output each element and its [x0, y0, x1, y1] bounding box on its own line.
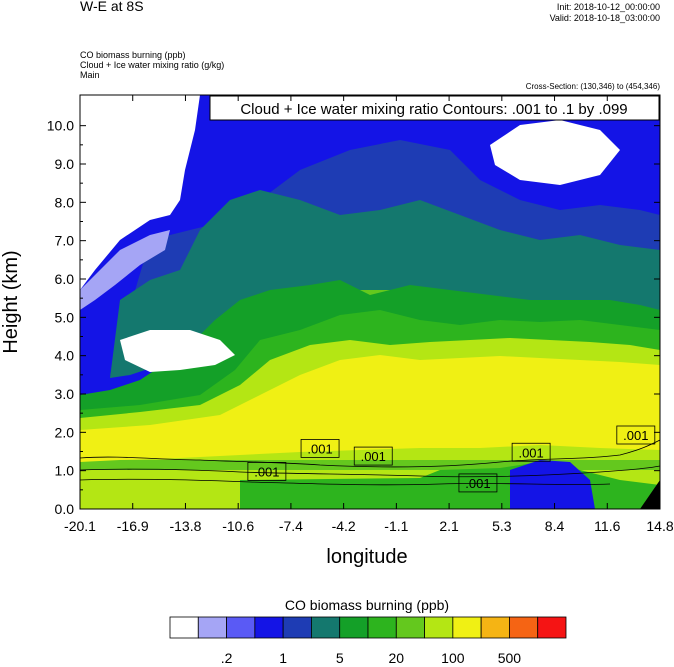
contour-label-box	[458, 473, 498, 493]
contour-label-text: .001	[518, 445, 543, 460]
field-label-main: Main	[80, 70, 100, 80]
x-tick-label: -16.9	[117, 518, 149, 534]
colorbar-swatch	[480, 616, 510, 639]
x-tick-label: -4.2	[332, 518, 356, 534]
x-tick-label: -13.8	[169, 518, 201, 534]
colorbar-swatch	[367, 616, 397, 639]
x-tick-label: -10.6	[222, 518, 254, 534]
chart-title: W-E at 8S	[80, 0, 144, 14]
contour-info-box: Cloud + Ice water mixing ratio Contours:…	[209, 95, 660, 121]
x-tick-label: -7.4	[279, 518, 303, 534]
contour-label-box	[616, 425, 656, 445]
field-lightblue-upperleft	[80, 230, 170, 310]
x-tick-label: 11.6	[594, 518, 620, 534]
x-tick-label: 2.1	[439, 518, 459, 534]
colorbar-title: CO biomass burning (ppb)	[285, 597, 449, 613]
y-tick-label: 0.0	[55, 501, 75, 517]
colorbar-swatch	[311, 616, 341, 639]
x-tick-label: 14.8	[646, 518, 673, 534]
cross-section-label: Cross-Section: (130,346) to (454,346)	[525, 82, 660, 91]
contour-label-box	[511, 442, 551, 462]
contour-label-text: .001	[361, 449, 386, 464]
contour-labels: .001 .001 .001 .001 .001 .001	[247, 425, 656, 493]
contour-label: .001	[458, 473, 498, 493]
valid-time: Valid: 2018-10-18_03:00:00	[549, 13, 660, 23]
contour-label-box	[353, 446, 393, 466]
x-tick-label: 8.4	[545, 518, 565, 534]
colorbar-label: 100	[441, 650, 465, 666]
contour-label-text: .001	[465, 476, 490, 491]
colorbar-swatch	[169, 616, 199, 639]
contour-label-box	[247, 462, 287, 481]
y-tick-label: 10.0	[47, 118, 74, 134]
colorbar-swatch	[424, 616, 454, 639]
colorbar-swatch	[537, 616, 567, 639]
y-tick-label: 3.0	[55, 386, 75, 402]
field-white-left	[120, 330, 235, 372]
contour-label-text: .001	[623, 428, 648, 443]
cloud-contours	[80, 439, 660, 486]
y-axis-label: Height (km)	[0, 250, 22, 353]
y-tick-label: 4.0	[55, 348, 75, 364]
colorbar-swatch	[395, 616, 425, 639]
contour-label-box	[300, 439, 340, 458]
colorbar-label: .2	[221, 650, 233, 666]
field-label-cloud: Cloud + Ice water mixing ratio (g/kg)	[80, 60, 225, 70]
contour-label: .001	[300, 439, 340, 458]
x-tick-label: 5.3	[492, 518, 512, 534]
contour-info-text: Cloud + Ice water mixing ratio Contours:…	[240, 101, 627, 118]
contour-info-frame	[209, 95, 660, 121]
colorbar-swatch	[226, 616, 256, 639]
co-field	[80, 95, 660, 509]
contour-line-3	[80, 478, 611, 486]
init-time: Init: 2018-10-12_00:00:00	[556, 2, 660, 12]
field-layer-teal	[110, 190, 660, 378]
contour-label-text: .001	[307, 441, 332, 456]
colorbar-labels: .2 1 5 20 100 500	[221, 650, 522, 666]
x-axis: -20.1 -16.9 -13.8 -10.6 -7.4 -4.2 -1.1 2.1 5.3 8.…	[64, 95, 674, 534]
field-white-upperright	[490, 120, 620, 185]
y-tick-label: 2.0	[55, 424, 75, 440]
field-layer-yellow	[80, 355, 660, 462]
y-tick-label: 1.0	[55, 463, 75, 479]
colorbar-swatch	[282, 616, 312, 639]
y-tick-label: 7.0	[55, 233, 75, 249]
plot-frame	[79, 94, 661, 510]
y-tick-label: 5.0	[55, 309, 75, 325]
x-tick-label: -1.1	[384, 518, 408, 534]
y-axis: 0.0 1.0 2.0 3.0 4.0 5.0 6.0 7.0 8.0 9.0 10.0	[47, 118, 660, 517]
contour-line-2	[80, 465, 660, 478]
contour-label: .001	[353, 446, 393, 466]
contour-label-text: .001	[254, 464, 279, 479]
contour-label: .001	[247, 462, 287, 481]
y-tick-label: 6.0	[55, 271, 75, 287]
contour-label: .001	[511, 442, 551, 462]
colorbar-swatch	[509, 616, 539, 639]
contour-label: .001	[616, 425, 656, 445]
colorbar-label: 5	[336, 650, 344, 666]
y-tick-label: 8.0	[55, 194, 75, 210]
colorbar-label: 20	[388, 650, 404, 666]
colorbar-swatch	[254, 616, 284, 639]
init-valid-times: Init: 2018-10-12_00:00:00 Valid: 2018-10…	[550, 2, 660, 24]
x-tick-label: -20.1	[64, 518, 96, 534]
colorbar	[169, 616, 567, 639]
colorbar-swatch	[197, 616, 227, 639]
colorbar-label: 500	[498, 650, 522, 666]
colorbar-swatch	[452, 616, 482, 639]
contour-line-1	[80, 439, 660, 468]
field-black-corner	[640, 480, 660, 509]
field-label-co: CO biomass burning (ppb)	[80, 50, 186, 60]
y-tick-label: 9.0	[55, 156, 75, 172]
x-axis-label: longitude	[326, 546, 407, 568]
field-white-upperleft	[80, 95, 200, 290]
colorbar-swatch	[339, 616, 369, 639]
colorbar-label: 1	[279, 650, 287, 666]
